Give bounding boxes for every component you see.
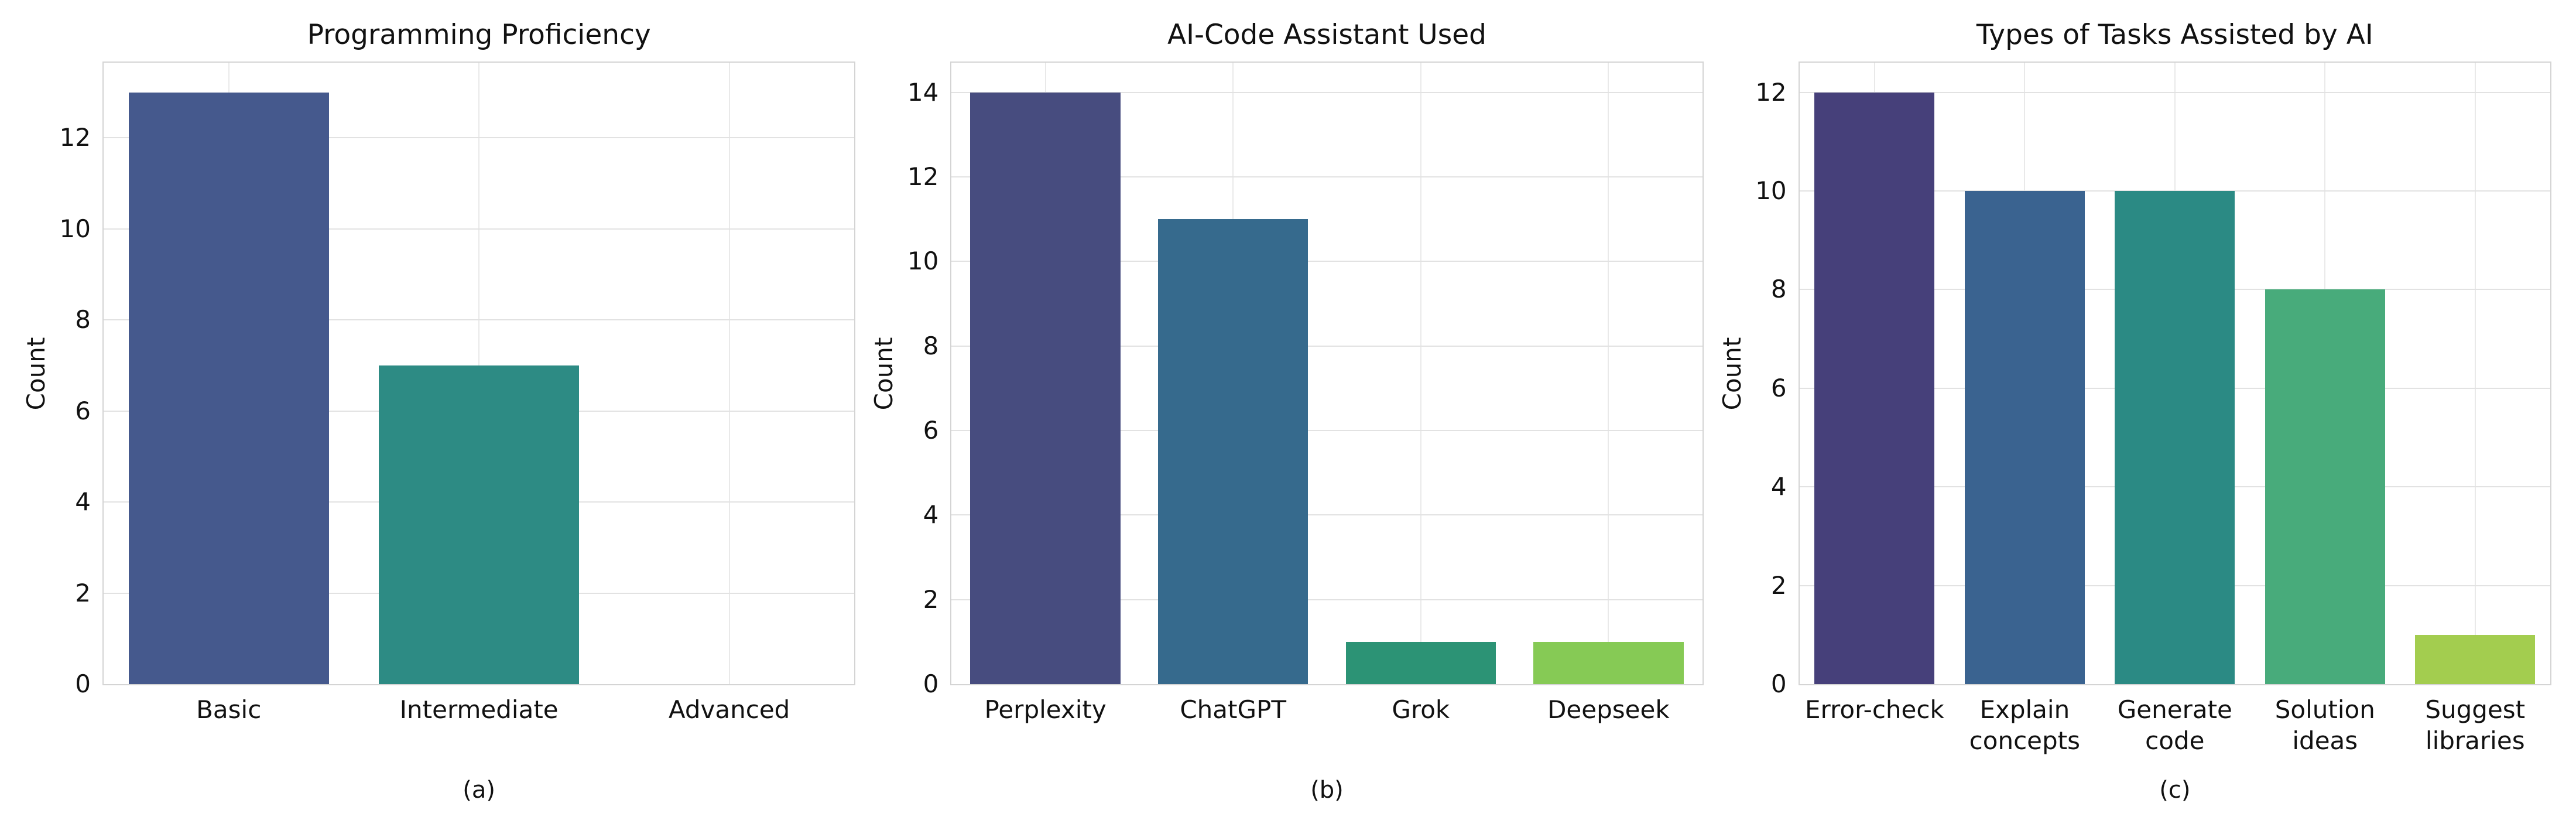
y-tick-label: 6 [75,396,91,425]
x-tick-label: Generate code [2117,695,2232,755]
subplot-label: (c) [2159,777,2191,804]
gridline-horizontal [104,137,855,139]
x-tick-label: Advanced [668,695,790,724]
chart-title: Programming Proficiency [307,19,651,51]
gridline-horizontal [951,429,1703,431]
gridline-horizontal [951,261,1703,262]
plot-area: 0 2 4 6 8 10 12 14 Perplexity ChatGPT Grok Deepseek [907,62,1704,724]
bar-basic [128,92,329,684]
y-tick-label: 8 [923,331,939,360]
y-tick-label: 6 [923,415,939,445]
bar-suggest-libraries [2415,634,2536,684]
bar-perplexity [970,92,1121,684]
x-tick-label: Suggest libraries [2425,695,2526,755]
y-tick-label: 10 [59,214,91,243]
gridline-horizontal [104,319,855,321]
x-tick-label: Explain concepts [1969,695,2081,755]
gridline-horizontal [951,599,1703,600]
chart-title: Types of Tasks Assisted by AI [1976,19,2373,51]
gridline-horizontal [951,514,1703,516]
gridline-horizontal [951,345,1703,347]
bar-grok [1345,641,1496,684]
x-tick-label: Solution ideas [2274,695,2375,755]
y-tick-label: 0 [75,669,91,698]
y-tick-label: 2 [1770,570,1787,600]
gridline-horizontal [951,176,1703,177]
gridline-horizontal [951,91,1703,93]
y-tick-label: 14 [907,77,939,107]
chart-ai-code-assistant-used: AI-Code Assistant Used Count 0 2 4 6 8 10 12 14… [862,6,1710,820]
chart-programming-proficiency: Programming Proficiency Count 0 2 4 6 8 10 12 B… [15,6,862,820]
x-tick-label: Perplexity [984,695,1107,724]
y-tick-label: 12 [59,123,91,152]
y-tick-label: 12 [907,162,939,191]
x-tick-label: ChatGPT [1180,695,1287,724]
plot-wrap: Count 0 2 4 6 8 10 12 Error-check Explain concep… [1718,62,2551,755]
subplot-label: (b) [1310,777,1344,804]
gridline-horizontal [104,228,855,230]
y-tick-label: 2 [923,585,939,614]
bar-chatgpt [1157,219,1308,684]
gridline-vertical [1608,63,1609,684]
y-tick-label: 4 [1770,472,1787,501]
bar-error-check [1814,92,1935,684]
y-tick-label: 10 [907,247,939,276]
y-tick-label: 2 [75,578,91,607]
bar-solution-ideas [2265,289,2385,684]
bar-intermediate [379,365,580,684]
y-tick-label: 0 [923,669,939,698]
gridline-vertical [728,63,730,684]
y-tick-label: 8 [75,305,91,334]
x-tick-label: Grok [1392,695,1450,724]
y-tick-label: 4 [923,500,939,529]
y-tick-label: 8 [1770,275,1787,304]
bar-generate-code [2115,190,2235,684]
gridline-vertical [2474,63,2476,684]
y-tick-label: 6 [1770,373,1787,402]
chart-title: AI-Code Assistant Used [1167,19,1486,51]
plot-area: 0 2 4 6 8 10 12 Basic Intermediate Advanced [60,62,856,724]
bar-explain-concepts [1964,190,2085,684]
x-tick-label: Deepseek [1547,695,1670,724]
subplot-label: (a) [463,777,496,804]
y-tick-label: 10 [1755,176,1787,205]
plot-wrap: Count 0 2 4 6 8 10 12 Basic Intermediate Advanced [22,62,856,724]
gridline-horizontal [1799,91,2550,93]
x-tick-label: Intermediate [399,695,559,724]
x-tick-label: Basic [196,695,262,724]
plot-wrap: Count 0 2 4 6 8 10 12 14 Perplexity ChatGPT Grok De… [869,62,1704,724]
x-tick-label: Error-check [1804,695,1944,724]
y-tick-label: 12 [1755,77,1787,107]
bar-deepseek [1533,641,1684,684]
y-tick-label: 0 [1770,669,1787,698]
y-tick-label: 4 [75,487,91,517]
plot-area: 0 2 4 6 8 10 12 Error-check Explain concepts Gene… [1755,62,2551,755]
gridline-vertical [1420,63,1421,684]
